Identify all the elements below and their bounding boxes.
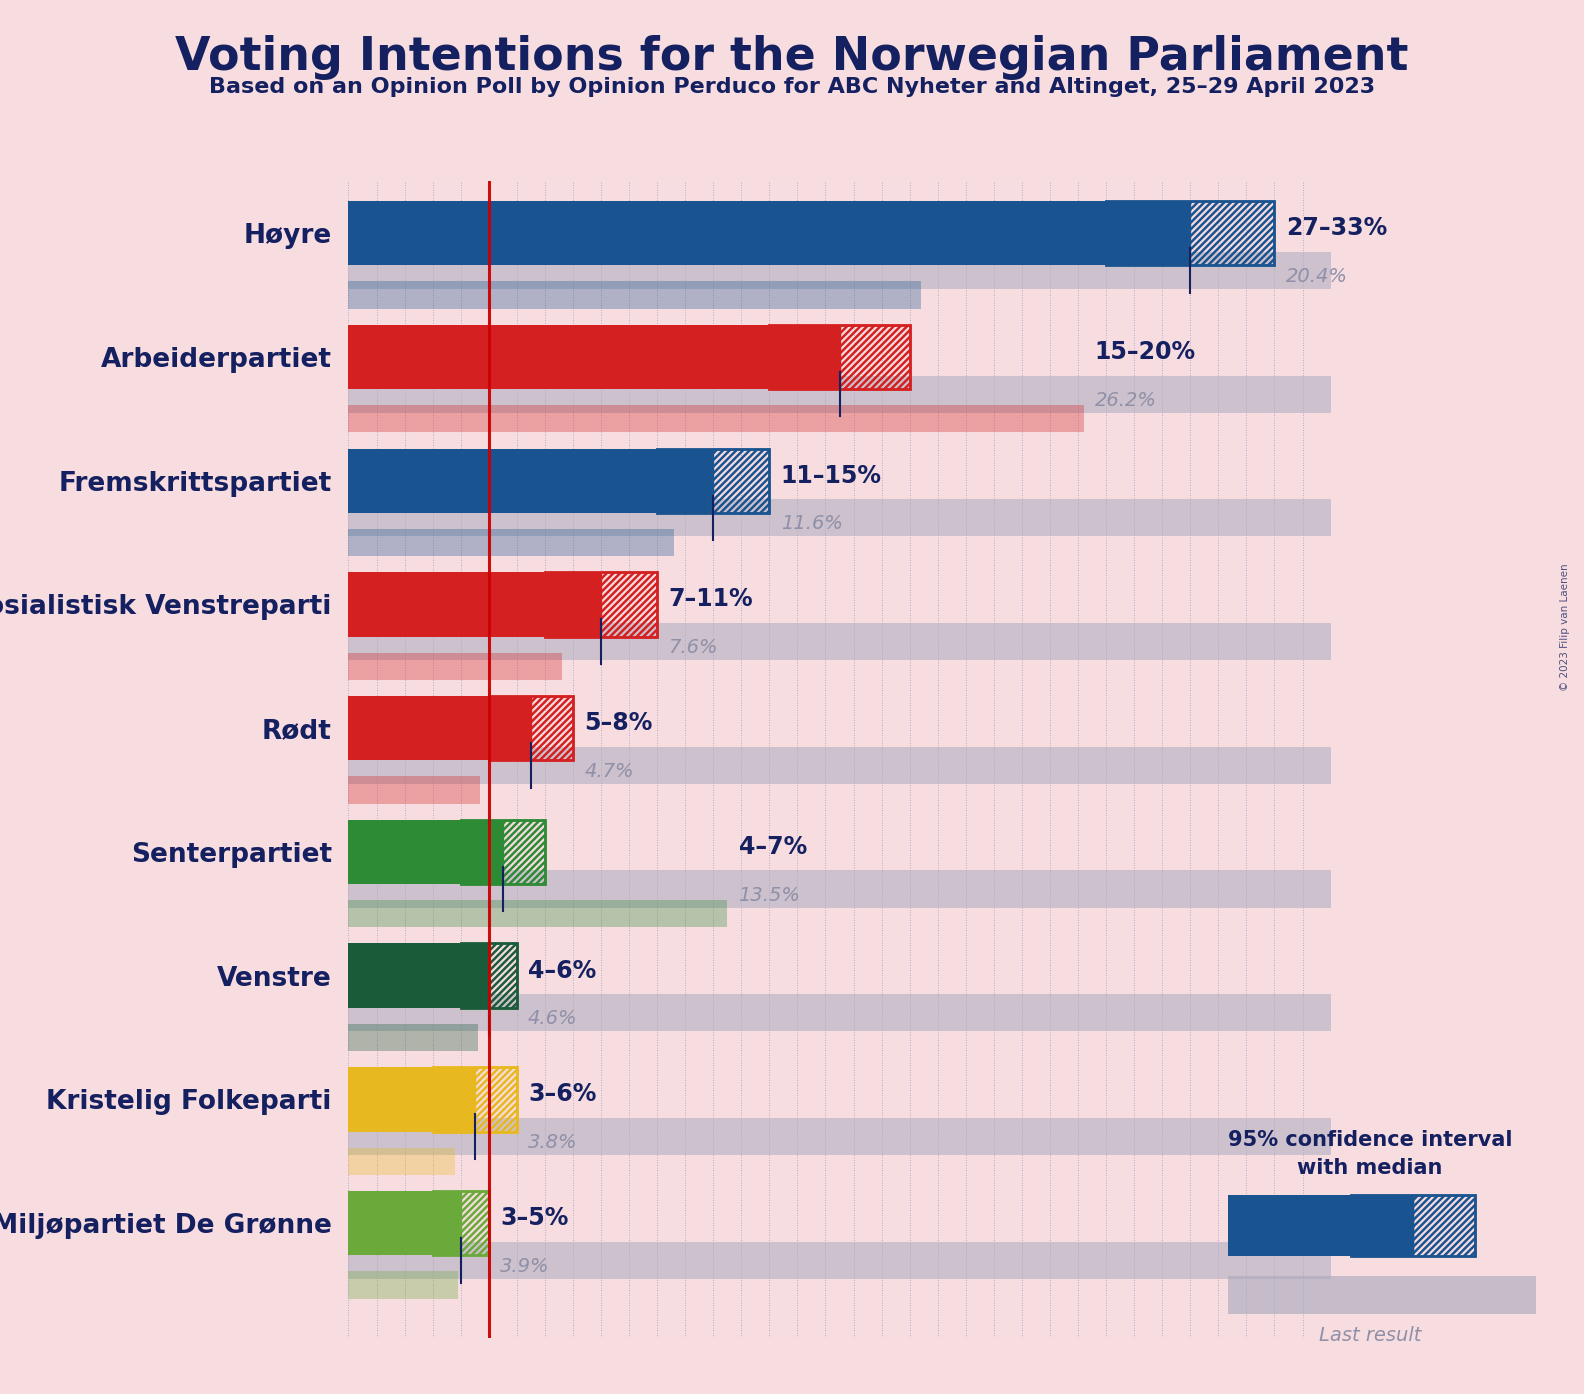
Bar: [348, 1190, 432, 1256]
Bar: [348, 901, 727, 927]
Text: 3–6%: 3–6%: [527, 1083, 597, 1107]
Bar: [348, 776, 480, 804]
Bar: [1228, 1195, 1351, 1256]
Bar: [348, 1068, 432, 1132]
Text: 26.2%: 26.2%: [1095, 390, 1156, 410]
Bar: [475, 1068, 516, 1132]
Bar: [348, 375, 1331, 413]
Text: 4.7%: 4.7%: [584, 763, 634, 781]
Text: © 2023 Filip van Laenen: © 2023 Filip van Laenen: [1560, 563, 1570, 691]
Bar: [461, 944, 516, 1008]
Bar: [1228, 1276, 1536, 1315]
Bar: [545, 573, 657, 637]
Bar: [348, 1025, 477, 1051]
Text: 13.5%: 13.5%: [738, 885, 800, 905]
Bar: [348, 820, 461, 884]
Bar: [348, 406, 1083, 432]
Bar: [489, 944, 516, 1008]
Text: 7.6%: 7.6%: [668, 638, 718, 657]
Text: 4–7%: 4–7%: [738, 835, 806, 859]
Text: 3.9%: 3.9%: [501, 1257, 550, 1276]
Bar: [1413, 1195, 1475, 1256]
Bar: [348, 201, 1106, 265]
Bar: [1106, 201, 1275, 265]
Bar: [1106, 201, 1190, 265]
Text: 4.6%: 4.6%: [527, 1009, 578, 1029]
Bar: [348, 499, 1331, 537]
Bar: [489, 696, 573, 760]
Bar: [461, 1190, 489, 1256]
Text: Voting Intentions for the Norwegian Parliament: Voting Intentions for the Norwegian Parl…: [176, 35, 1408, 79]
Bar: [657, 449, 770, 513]
Text: 95% confidence interval: 95% confidence interval: [1228, 1131, 1513, 1150]
Bar: [432, 1068, 516, 1132]
Text: 3.8%: 3.8%: [527, 1133, 578, 1153]
Text: 27–33%: 27–33%: [1286, 216, 1388, 240]
Text: 7–11%: 7–11%: [668, 587, 752, 612]
Bar: [348, 573, 545, 637]
Text: 11.6%: 11.6%: [781, 514, 843, 534]
Bar: [545, 573, 600, 637]
Text: 20.4%: 20.4%: [1286, 268, 1348, 286]
Bar: [348, 1242, 1331, 1278]
Bar: [348, 994, 1331, 1032]
Text: 5–8%: 5–8%: [584, 711, 653, 735]
Bar: [657, 449, 713, 513]
Bar: [502, 820, 545, 884]
Text: 11–15%: 11–15%: [781, 464, 882, 488]
Bar: [348, 449, 657, 513]
Text: 3–5%: 3–5%: [501, 1206, 569, 1231]
Bar: [348, 944, 461, 1008]
Bar: [770, 325, 840, 389]
Bar: [348, 325, 770, 389]
Bar: [348, 623, 1331, 661]
Bar: [600, 573, 657, 637]
Bar: [348, 528, 673, 556]
Bar: [840, 325, 909, 389]
Bar: [531, 696, 573, 760]
Bar: [348, 282, 920, 308]
Bar: [432, 1190, 461, 1256]
Bar: [489, 696, 531, 760]
Bar: [348, 252, 1331, 289]
Bar: [432, 1190, 489, 1256]
Bar: [348, 1271, 458, 1299]
Text: 4–6%: 4–6%: [527, 959, 596, 983]
Text: 15–20%: 15–20%: [1095, 340, 1196, 364]
Bar: [348, 1147, 455, 1175]
Text: Based on an Opinion Poll by Opinion Perduco for ABC Nyheter and Altinget, 25–29 : Based on an Opinion Poll by Opinion Perd…: [209, 77, 1375, 96]
Bar: [432, 1068, 475, 1132]
Bar: [348, 870, 1331, 907]
Bar: [348, 1118, 1331, 1156]
Text: Last result: Last result: [1319, 1326, 1421, 1345]
Bar: [461, 944, 489, 1008]
Bar: [461, 820, 502, 884]
Bar: [1190, 201, 1275, 265]
Bar: [461, 820, 545, 884]
Text: with median: with median: [1297, 1158, 1443, 1178]
Bar: [770, 325, 909, 389]
Bar: [713, 449, 770, 513]
Bar: [1351, 1195, 1413, 1256]
Bar: [348, 696, 489, 760]
Bar: [348, 747, 1331, 783]
Bar: [348, 652, 562, 680]
Bar: [1351, 1195, 1475, 1256]
